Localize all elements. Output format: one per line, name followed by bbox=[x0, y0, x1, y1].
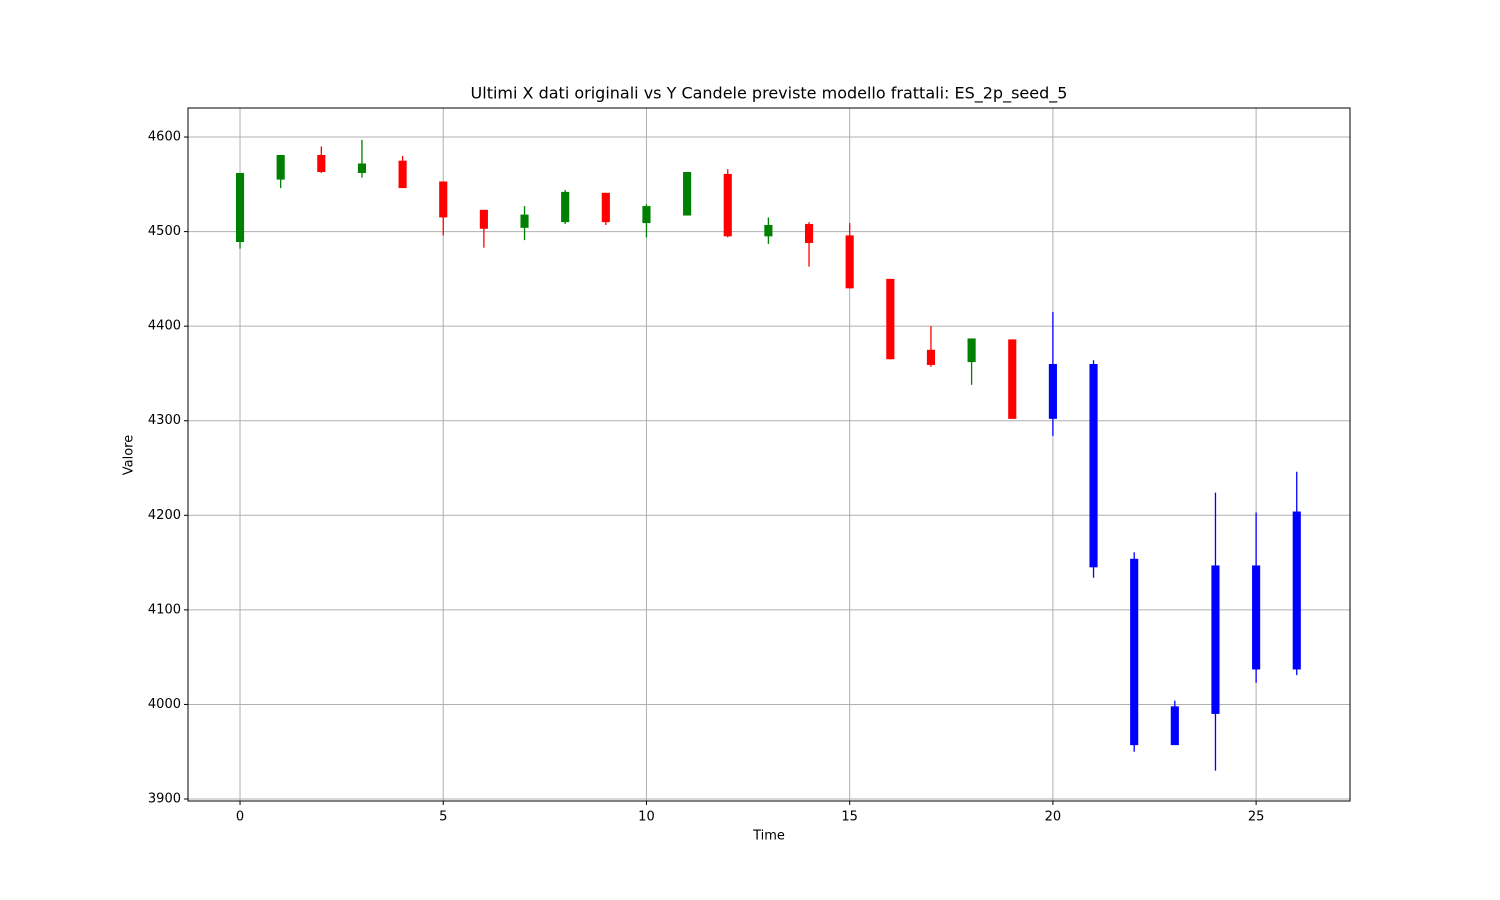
candle-body bbox=[317, 155, 326, 173]
x-tick-label: 10 bbox=[638, 810, 655, 825]
candle-body bbox=[683, 172, 692, 216]
candle-body bbox=[642, 206, 651, 224]
candle-body bbox=[561, 191, 570, 223]
x-axis-label: Time bbox=[752, 829, 785, 844]
y-tick-label: 4200 bbox=[148, 508, 181, 523]
candle-body bbox=[520, 214, 529, 228]
y-axis-label: Valore bbox=[122, 435, 137, 475]
candle-body bbox=[1292, 511, 1301, 670]
y-tick-label: 4100 bbox=[148, 602, 181, 617]
x-tick-label: 20 bbox=[1045, 810, 1062, 825]
chart-title: Ultimi X dati originali vs Y Candele pre… bbox=[471, 84, 1068, 104]
candle-body bbox=[357, 163, 367, 173]
x-tick-label: 5 bbox=[439, 810, 447, 825]
y-tick-label: 4000 bbox=[148, 697, 181, 712]
candle-body bbox=[926, 349, 936, 365]
candle-body bbox=[1170, 706, 1179, 746]
candle-body bbox=[235, 172, 245, 243]
x-tick-label: 15 bbox=[841, 810, 858, 825]
candle-body bbox=[1130, 558, 1139, 746]
candle-body bbox=[1048, 363, 1057, 419]
candle-body bbox=[1089, 363, 1098, 568]
candle-body bbox=[764, 224, 773, 237]
x-tick-label: 0 bbox=[236, 810, 244, 825]
y-tick-label: 4400 bbox=[148, 319, 181, 334]
candle-body bbox=[1211, 565, 1220, 714]
plot-frame bbox=[187, 107, 1351, 802]
candle-body bbox=[276, 155, 285, 180]
candle-body bbox=[1008, 339, 1017, 419]
y-tick-label: 4300 bbox=[148, 413, 181, 428]
candle-body bbox=[439, 181, 448, 218]
candle-body bbox=[886, 278, 895, 360]
x-tick-label: 25 bbox=[1248, 810, 1265, 825]
candle-body bbox=[845, 235, 854, 289]
y-tick-label: 3900 bbox=[148, 792, 181, 807]
candle-body bbox=[1252, 565, 1261, 670]
candle-body bbox=[479, 209, 488, 229]
candle-body bbox=[398, 160, 407, 189]
candle-body bbox=[804, 224, 814, 243]
candle-body bbox=[723, 173, 732, 237]
candle-body bbox=[967, 338, 976, 363]
candle-body bbox=[601, 192, 610, 223]
y-tick-label: 4500 bbox=[148, 224, 181, 239]
y-tick-label: 4600 bbox=[148, 130, 181, 145]
